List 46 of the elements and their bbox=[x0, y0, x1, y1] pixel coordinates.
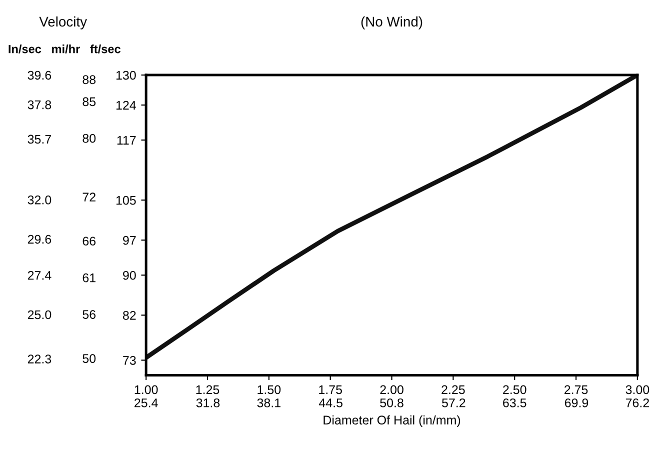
x2-tick-label: 50.8 bbox=[380, 398, 404, 408]
x2-tick-label: 69.9 bbox=[564, 398, 588, 408]
x-tick-label: 3.00 bbox=[626, 385, 650, 394]
x-tick-label: 1.25 bbox=[196, 385, 220, 394]
x-tick-label: 2.75 bbox=[564, 385, 588, 394]
y3-tick-label: 39.6 bbox=[28, 70, 52, 80]
y3-tick-label: 29.6 bbox=[28, 234, 52, 244]
x-tick-label: 2.25 bbox=[442, 385, 465, 394]
x2-tick-label: 31.8 bbox=[196, 398, 220, 408]
text: In/sec mi/hr ft/sec bbox=[8, 44, 120, 54]
y2-tick-label: 72 bbox=[82, 192, 96, 202]
y3-tick-label: 27.4 bbox=[28, 270, 52, 280]
y2-tick-label: 50 bbox=[82, 354, 96, 363]
text: Velocity bbox=[39, 16, 87, 30]
y2-tick-label: 80 bbox=[82, 134, 96, 143]
x2-tick-label: 25.4 bbox=[134, 398, 158, 408]
x2-tick-label: 44.5 bbox=[318, 398, 342, 408]
y2-tick-label: 56 bbox=[82, 310, 96, 319]
y-tick-label: 82 bbox=[123, 310, 136, 320]
y3-tick-label: 35.7 bbox=[28, 134, 52, 144]
x-axis-title: Diameter Of Hail (in/mm) bbox=[324, 415, 460, 427]
y-tick-label: 130 bbox=[116, 70, 136, 80]
x2-tick-label: 76.2 bbox=[626, 398, 649, 408]
y-tick-label: 97 bbox=[123, 236, 136, 245]
x-tick-label: 2.00 bbox=[380, 385, 404, 394]
y2-tick-label: 85 bbox=[82, 97, 96, 106]
y-tick-label: 124 bbox=[116, 100, 136, 110]
y2-tick-label: 88 bbox=[82, 75, 96, 84]
x2-tick-label: 63.5 bbox=[503, 398, 526, 408]
x-tick-label: 1.50 bbox=[258, 385, 281, 394]
y-tick-label: 73 bbox=[123, 356, 136, 365]
x2-tick-label: 57.2 bbox=[442, 398, 466, 408]
x2-tick-label: 38.1 bbox=[257, 398, 280, 408]
y2-tick-label: 61 bbox=[82, 273, 96, 282]
x-tick-label: 1.75 bbox=[319, 385, 342, 394]
y3-tick-label: 25.0 bbox=[28, 310, 52, 320]
y-tick-label: 90 bbox=[123, 270, 136, 280]
y3-tick-label: 22.3 bbox=[28, 354, 52, 364]
x-tick-label: 1.00 bbox=[134, 385, 158, 394]
y-tick-label: 105 bbox=[116, 196, 136, 205]
y2-tick-label: 66 bbox=[82, 236, 96, 246]
y3-tick-label: 37.8 bbox=[28, 100, 52, 110]
y-tick-label: 117 bbox=[117, 136, 136, 145]
x-tick-label: 2.50 bbox=[503, 385, 526, 394]
y3-tick-label: 32.0 bbox=[28, 195, 52, 204]
chart-title: (No Wind) bbox=[361, 16, 422, 30]
